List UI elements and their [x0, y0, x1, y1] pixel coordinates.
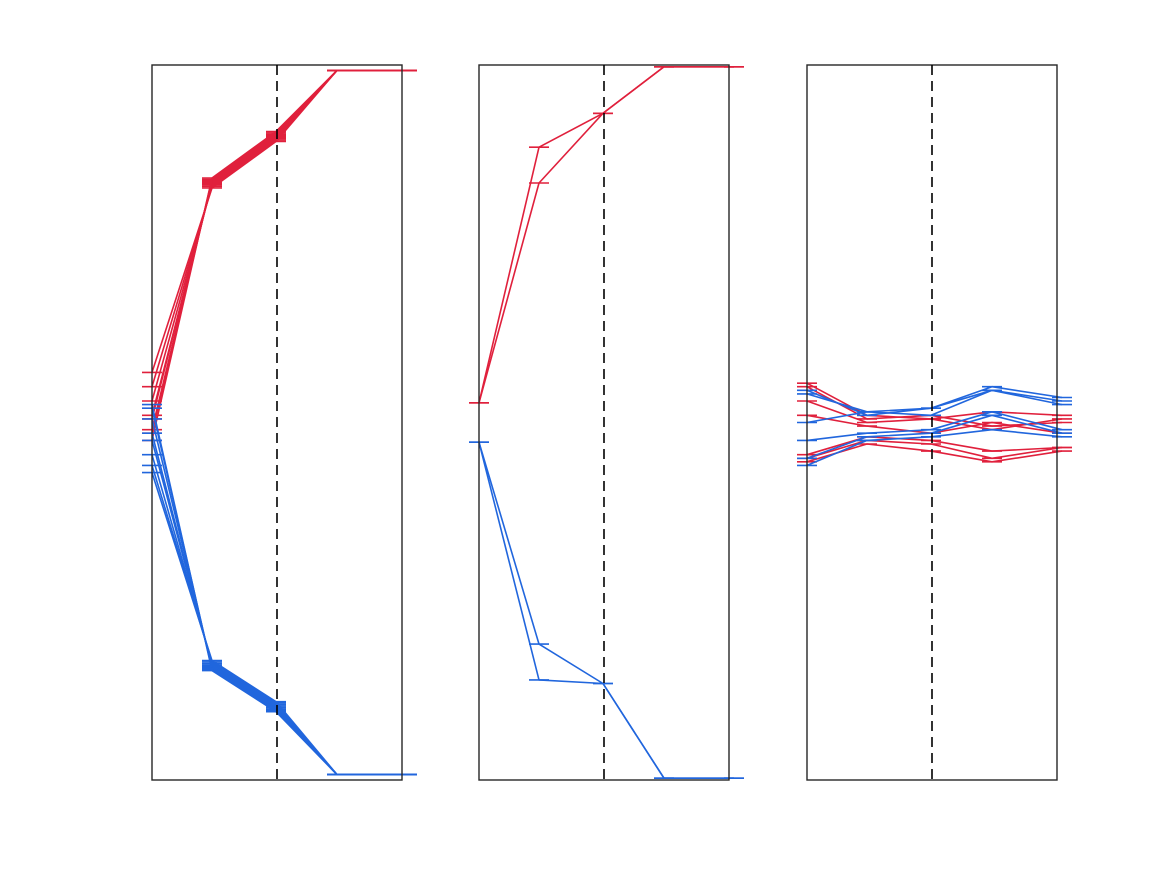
panel-3: [797, 64, 1072, 781]
series-line-red: [151, 69, 407, 434]
series-line-blue: [151, 465, 407, 776]
series-line-blue: [151, 440, 407, 776]
series-line-blue: [478, 442, 734, 780]
panel-1: [142, 64, 417, 781]
series-line-blue: [151, 433, 407, 776]
series-line-red: [478, 66, 734, 403]
series-line-red: [151, 69, 407, 420]
series-line-blue: [478, 441, 734, 780]
series-line-red: [478, 66, 734, 404]
series-line-red: [151, 69, 407, 430]
series-line-blue: [151, 472, 407, 776]
series-line-red: [151, 69, 407, 373]
series-line-red: [151, 69, 407, 416]
series-line-red: [151, 69, 407, 387]
series-line-blue: [806, 385, 1063, 417]
series-line-blue: [151, 418, 407, 776]
series-line-blue: [151, 454, 407, 776]
panel-2: [469, 64, 744, 781]
series-line-red: [151, 69, 407, 402]
